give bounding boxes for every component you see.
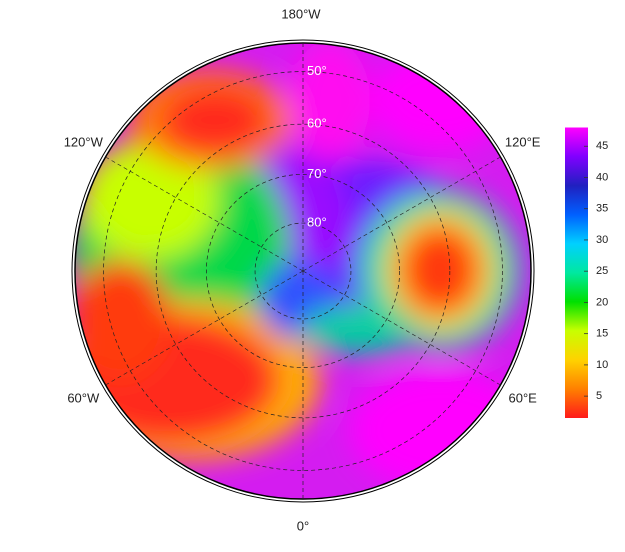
colorbar-tick-label: 30 xyxy=(596,234,608,246)
colorbar-tick-label: 45 xyxy=(596,140,608,152)
colorbar-tick-label: 15 xyxy=(596,328,608,340)
colorbar-tick-label: 5 xyxy=(596,390,602,402)
longitude-label: 60°E xyxy=(509,390,538,405)
meridian xyxy=(105,270,304,386)
field xyxy=(75,43,531,499)
longitude-label: 180°W xyxy=(281,6,321,21)
latitude-label: 60° xyxy=(307,116,327,131)
colorbar-tick-label: 20 xyxy=(596,296,608,308)
latitude-circle xyxy=(206,174,400,368)
longitude-label: 0° xyxy=(297,518,309,533)
latitude-label: 80° xyxy=(307,214,327,229)
longitude-label: 120°W xyxy=(64,134,104,149)
colorbar-tick-label: 40 xyxy=(596,171,608,183)
map-frame xyxy=(71,39,535,503)
latitude-circle xyxy=(155,123,451,419)
latitude-label: 70° xyxy=(307,166,327,181)
colorbar: 5 10 15 20 25 30 35 40 45 xyxy=(565,127,608,418)
labels: 50° 60° 70° 80° 180°W 120°W 120°E 60°W 60°E 0° xyxy=(64,6,541,533)
colorbar-tick-label: 10 xyxy=(596,359,608,371)
longitude-label: 120°E xyxy=(505,134,541,149)
colorbar-tick-label: 35 xyxy=(596,203,608,215)
colorbar-scale xyxy=(565,127,588,418)
meridian xyxy=(302,156,501,272)
colorbar-tick-label: 25 xyxy=(596,265,608,277)
graticule xyxy=(103,43,503,499)
meridian xyxy=(105,156,304,272)
latitude-label: 50° xyxy=(307,63,327,78)
longitude-label: 60°W xyxy=(67,390,100,405)
meridian xyxy=(302,270,501,386)
latitude-circle xyxy=(254,222,352,320)
